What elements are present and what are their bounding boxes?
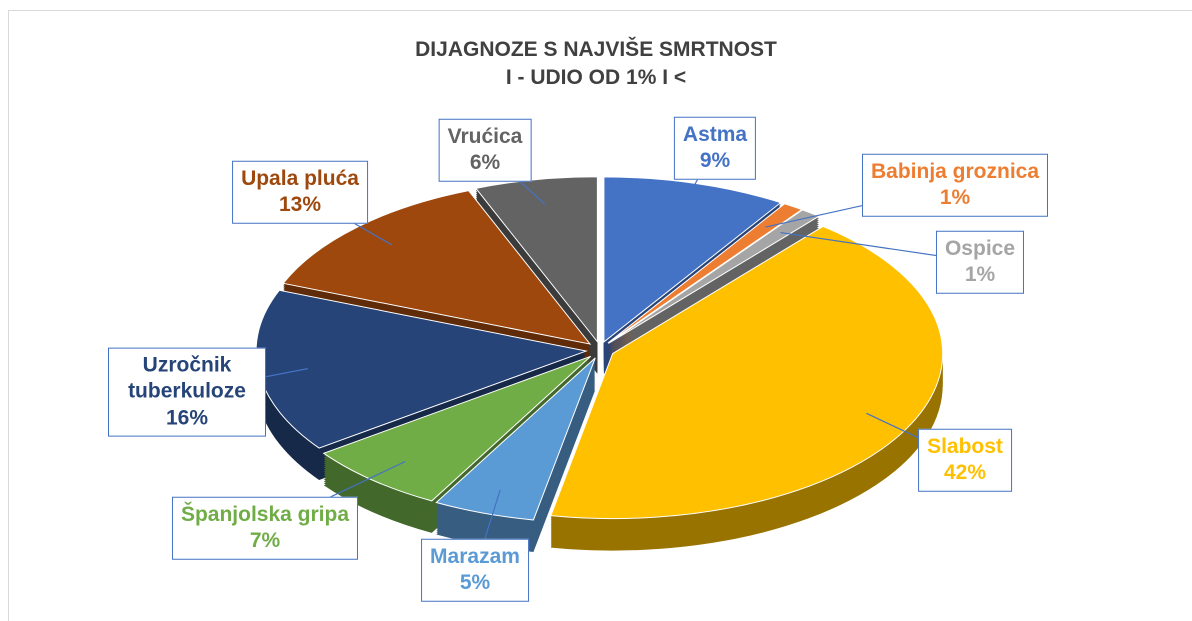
- label-category: Upala pluća: [241, 166, 359, 190]
- label-value: 7%: [249, 529, 281, 552]
- chart-title: I - UDIO OD 1% I <: [505, 66, 687, 89]
- slice: [282, 190, 592, 345]
- slice: [322, 355, 592, 502]
- chart-frame: [8, 10, 1192, 621]
- slice: [607, 203, 803, 344]
- data-label: Uzročnik tuberkuloze 16%: [108, 347, 266, 437]
- data-label: Ospice 1%: [935, 230, 1025, 294]
- label-category: Astma: [682, 122, 748, 146]
- slice: [474, 176, 598, 344]
- label-value: 16%: [165, 406, 209, 430]
- label-category: Babinja groznica: [870, 159, 1040, 183]
- label-category: Slabost: [927, 434, 1003, 458]
- data-label: Marazam 5%: [421, 538, 529, 602]
- label-category: Marazam: [430, 544, 520, 568]
- label-category: Uzročnik tuberkuloze: [128, 353, 246, 403]
- data-label: Upala pluća 13%: [232, 160, 368, 224]
- data-label: Vrućica 6%: [438, 118, 532, 182]
- slice: [550, 225, 944, 520]
- label-category: Vrućica: [447, 124, 523, 148]
- data-label: Astma 9%: [673, 116, 757, 180]
- slice: [435, 357, 596, 521]
- label-value: 42%: [943, 461, 987, 484]
- chart-title: DIJAGNOZE S NAJVIŠE SMRTNOST: [415, 38, 777, 61]
- label-category: Ospice: [944, 236, 1016, 260]
- label-value: 1%: [964, 263, 996, 286]
- label-value: 13%: [278, 193, 322, 216]
- slice: [608, 209, 821, 344]
- label-value: 9%: [699, 149, 731, 172]
- data-label: Slabost 42%: [918, 428, 1012, 492]
- label-value: 5%: [459, 571, 491, 594]
- label-value: 6%: [469, 151, 501, 174]
- data-label: Babinja groznica 1%: [861, 153, 1049, 217]
- data-label: Španjolska gripa 7%: [171, 496, 359, 560]
- label-value: 1%: [939, 186, 971, 209]
- label-category: Španjolska gripa: [180, 502, 350, 526]
